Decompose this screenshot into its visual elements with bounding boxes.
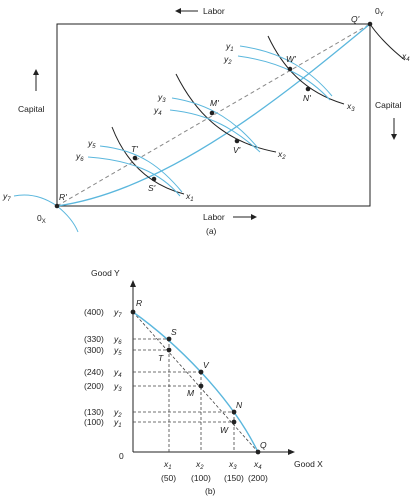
isoquant-y7 xyxy=(13,194,79,233)
y-tick-label: y2 xyxy=(113,407,122,419)
x-tick-value: (200) xyxy=(248,473,268,483)
y-tick-label: y3 xyxy=(113,381,122,393)
y-tick-value: (400) xyxy=(84,307,104,317)
y-tick-value: (130) xyxy=(84,407,104,417)
isoquant-y5 xyxy=(99,145,183,193)
x-tick-label: x1 xyxy=(163,459,172,471)
isoquant-x4 xyxy=(369,23,406,61)
label-n-prime: N' xyxy=(303,93,311,103)
point-r-prime xyxy=(54,203,60,209)
point-n xyxy=(231,409,237,415)
origin-x-label: 0X xyxy=(37,213,46,225)
y-tick-value: (330) xyxy=(84,334,104,344)
point-s xyxy=(166,336,172,342)
x-axis-arrowhead xyxy=(288,449,295,455)
caption-a: (a) xyxy=(206,226,217,236)
label-v: V xyxy=(203,360,210,370)
top-labor-label: Labor xyxy=(203,6,225,16)
isoquant-x1 xyxy=(111,126,185,195)
guide-lines xyxy=(132,311,259,453)
y-tick-value: (200) xyxy=(84,381,104,391)
y-tick-label: y5 xyxy=(113,345,122,357)
isoquant-y4 xyxy=(169,109,261,153)
panel-a: Labor Labor Capital Capital xyxy=(2,6,410,236)
isoquant-y2 xyxy=(237,55,331,101)
y-tick-labels: (400) y7 (330) y6 (300) y5 (240) y4 (200… xyxy=(84,307,122,429)
label-x4: x4 xyxy=(401,51,410,63)
label-t: T xyxy=(158,353,164,363)
label-s: S xyxy=(171,327,177,337)
panel-b: Good Y Good X 0 R S T V xyxy=(84,268,323,496)
y-axis-title: Good Y xyxy=(91,268,120,278)
label-y2: y2 xyxy=(223,54,232,66)
x-tick-value: (100) xyxy=(191,473,211,483)
label-w-prime: W' xyxy=(286,54,296,64)
x-tick-value: (50) xyxy=(161,473,176,483)
label-y4: y4 xyxy=(153,105,162,117)
label-v-prime: V' xyxy=(233,145,241,155)
label-y5: y5 xyxy=(87,138,96,150)
label-x2: x2 xyxy=(277,149,286,161)
label-x1: x1 xyxy=(185,191,194,203)
point-w-prime xyxy=(287,66,293,72)
point-v-prime xyxy=(234,138,240,144)
label-y1: y1 xyxy=(225,41,234,53)
label-y3: y3 xyxy=(157,92,166,104)
caption-b: (b) xyxy=(205,486,216,496)
bottom-labor-label: Labor xyxy=(203,212,225,222)
label-y6: y6 xyxy=(75,151,84,163)
x-axis-title: Good X xyxy=(294,459,323,469)
x-tick-labels: x1 (50) x2 (100) x3 (150) x4 (200) xyxy=(161,459,268,483)
point-r xyxy=(130,309,136,315)
isoquant-y1 xyxy=(239,45,333,97)
label-m-prime: M' xyxy=(210,98,219,108)
x-tick-label: x2 xyxy=(195,459,204,471)
edgeworth-box xyxy=(56,23,371,207)
left-capital-label: Capital xyxy=(18,104,45,114)
y-tick-label: y6 xyxy=(113,334,122,346)
point-q-prime xyxy=(367,21,373,27)
point-q xyxy=(255,449,261,455)
label-r-prime: R' xyxy=(59,192,67,202)
isoquant-x2 xyxy=(175,73,277,153)
point-t-prime xyxy=(132,155,138,161)
y-tick-label: y1 xyxy=(113,417,122,429)
contract-curve xyxy=(56,23,371,207)
y-tick-label: y4 xyxy=(113,367,122,379)
origin-y-label: 0Y xyxy=(375,6,384,18)
y-tick-value: (300) xyxy=(84,345,104,355)
label-m: M xyxy=(187,388,195,398)
y-tick-value: (100) xyxy=(84,417,104,427)
point-s-prime xyxy=(151,176,157,182)
label-q: Q xyxy=(260,440,267,450)
label-t-prime: T' xyxy=(131,144,138,154)
label-x3: x3 xyxy=(346,101,355,113)
point-m xyxy=(198,383,204,389)
origin-zero: 0 xyxy=(119,451,124,461)
point-m-prime xyxy=(209,110,215,116)
isoquant-y3 xyxy=(171,97,259,149)
point-v xyxy=(198,369,204,375)
label-q-prime: Q' xyxy=(351,14,360,24)
label-n: N xyxy=(236,400,243,410)
production-frontier xyxy=(132,311,259,453)
label-w: W xyxy=(220,425,229,435)
y-tick-label: y7 xyxy=(113,307,122,319)
box-diagonal xyxy=(56,23,371,207)
label-s-prime: S' xyxy=(148,183,156,193)
y-axis-arrowhead xyxy=(130,280,136,287)
x-tick-value: (150) xyxy=(224,473,244,483)
x-tick-label: x4 xyxy=(253,459,262,471)
point-t xyxy=(166,347,172,353)
label-y7: y7 xyxy=(2,191,11,203)
y-tick-value: (240) xyxy=(84,367,104,377)
isoquant-x3 xyxy=(267,35,345,105)
point-n-prime xyxy=(305,86,311,92)
right-capital-label: Capital xyxy=(375,100,402,110)
label-r: R xyxy=(136,298,142,308)
x-tick-label: x3 xyxy=(228,459,237,471)
isoquant-y6 xyxy=(87,156,181,197)
point-w xyxy=(231,419,237,425)
